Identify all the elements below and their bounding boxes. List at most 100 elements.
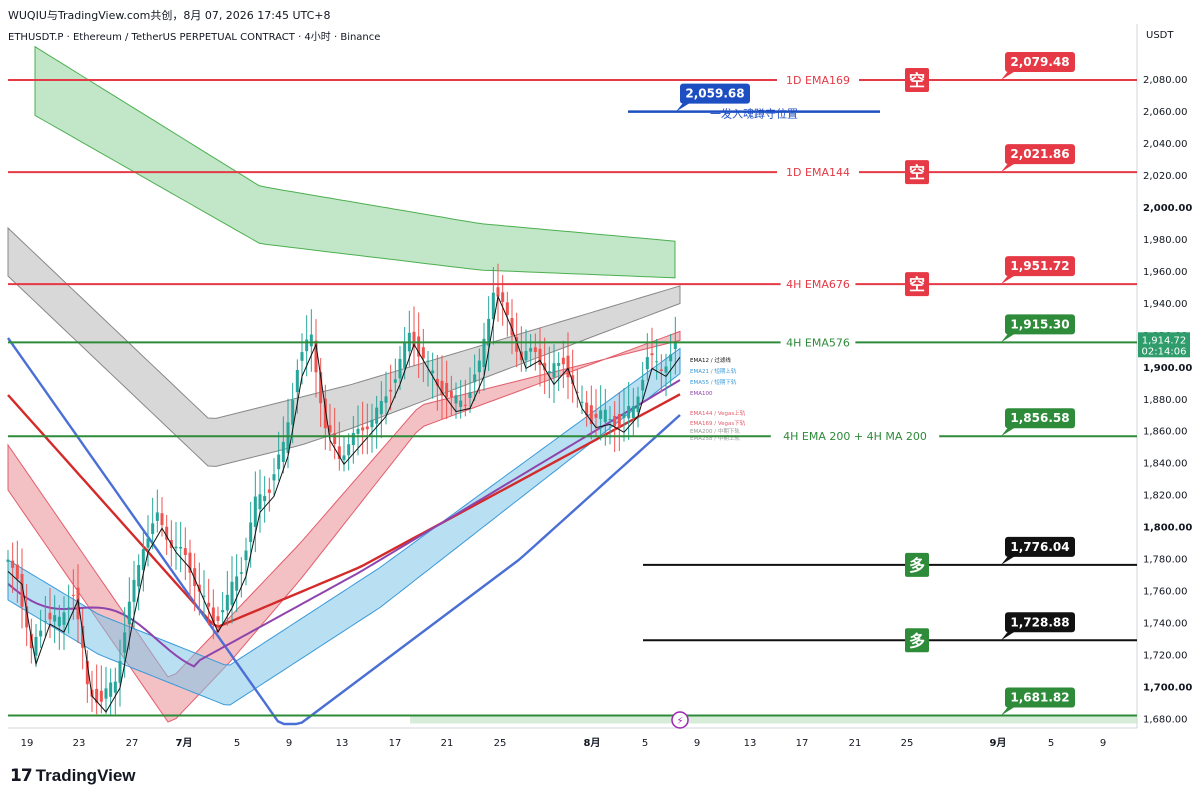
y-tick-label: 1,740.00 <box>1143 619 1188 630</box>
ema576-676-band <box>34 45 676 279</box>
y-tick-label: 1,960.00 <box>1143 267 1188 278</box>
candle-body <box>146 538 150 548</box>
level-label: 1D EMA169 <box>786 74 850 87</box>
price-callout-pointer <box>1001 705 1017 716</box>
candle-body <box>20 573 24 607</box>
direction-tag-text: 多 <box>909 556 925 575</box>
candle-body <box>207 602 211 607</box>
tv-mark-icon: 𝟭𝟳 <box>10 766 33 785</box>
x-tick-label: 9 <box>286 738 292 749</box>
x-tick-label: 25 <box>901 738 914 749</box>
candle-body <box>104 688 108 699</box>
x-tick-label: 13 <box>336 738 349 749</box>
candle-body <box>538 348 542 366</box>
candle-body <box>151 523 155 534</box>
y-tick-label: 2,080.00 <box>1143 75 1188 86</box>
candle-body <box>482 338 486 368</box>
candle-body <box>71 594 75 596</box>
candle-body <box>403 341 407 368</box>
candle-body <box>25 606 29 628</box>
direction-tag-text: 空 <box>909 275 925 294</box>
x-tick-label: 21 <box>849 738 862 749</box>
candle-body <box>230 581 234 605</box>
candle-body <box>165 526 169 540</box>
publisher-line: WUQIU与TradingView.com共创，8月 07, 2026 17:4… <box>8 9 331 22</box>
tradingview-logo[interactable]: 𝟭𝟳 TradingView <box>10 766 136 786</box>
x-tick-label: 5 <box>1048 738 1054 749</box>
price-callout-text: 1,951.72 <box>1010 259 1069 273</box>
candle-body <box>454 395 458 404</box>
candle-body <box>160 513 164 526</box>
candle-body <box>426 360 430 362</box>
symbol-line: ETHUSDT.P · Ethereum / TetherUS PERPETUA… <box>8 32 381 43</box>
candle-body <box>384 396 388 403</box>
candle-body <box>249 522 253 543</box>
lightning-icon <box>671 711 689 729</box>
candle-body <box>15 564 19 580</box>
current-price-text: 1,914.72 <box>1142 335 1187 346</box>
candle-body <box>174 546 178 549</box>
y-tick-label: 1,940.00 <box>1143 299 1188 310</box>
candle-body <box>393 379 397 383</box>
ema200-258-band <box>7 226 681 467</box>
candle-body <box>571 375 575 384</box>
price-callout <box>1005 687 1075 708</box>
level-label: 一发入魂蹲守位置 <box>710 107 798 121</box>
level-label: 1D EMA144 <box>786 166 850 179</box>
level-label: 4H EMA576 <box>786 336 850 349</box>
candle-body <box>501 292 505 302</box>
price-callout-pointer <box>1001 426 1017 437</box>
candle-body <box>347 444 351 456</box>
price-callout-text: 1,681.82 <box>1010 691 1069 705</box>
candle-body <box>314 340 318 373</box>
candle-body <box>547 371 551 374</box>
candle-body <box>575 391 579 393</box>
candle-body <box>613 415 617 427</box>
candle-body <box>496 287 500 297</box>
y-tick-label: 1,880.00 <box>1143 395 1188 406</box>
candle-body <box>183 548 187 555</box>
x-tick-label: 17 <box>796 738 809 749</box>
indicator-legend-item: EMA200 / 中期下轨 <box>690 427 740 435</box>
candle-body <box>253 496 257 527</box>
candle-body <box>505 302 509 315</box>
y-tick-label: 2,060.00 <box>1143 107 1188 118</box>
level-label-bg <box>777 165 859 180</box>
level-label-bg <box>780 277 856 292</box>
candle-body <box>580 401 584 403</box>
candle-body <box>524 350 528 361</box>
candle-body <box>669 354 673 362</box>
candle-body <box>617 414 621 426</box>
ema100-line <box>7 379 681 668</box>
candle-body <box>39 630 43 637</box>
price-callout <box>680 83 750 104</box>
candle-body <box>118 661 122 683</box>
price-callout-pointer <box>1001 630 1017 641</box>
x-tick-label: 27 <box>126 738 139 749</box>
candle-body <box>468 392 472 398</box>
candle-body <box>417 336 421 357</box>
lightning-glyph: ⚡ <box>676 716 683 727</box>
price-callout-text: 1,915.30 <box>1010 317 1069 331</box>
indicator-legend-item: EMA169 / Vegas下轨 <box>690 419 746 427</box>
candle-body <box>281 441 285 462</box>
direction-tag-text: 空 <box>909 71 925 90</box>
y-tick-label: 2,040.00 <box>1143 139 1188 150</box>
candle-body <box>197 584 201 592</box>
candle-body <box>85 660 89 685</box>
candle-body <box>645 357 649 370</box>
candle-body <box>6 559 10 562</box>
candle-body <box>589 405 593 425</box>
candle-body <box>99 690 103 702</box>
candle-body <box>319 372 323 404</box>
candle-body <box>235 576 239 591</box>
candle-body <box>333 433 337 444</box>
candle-body <box>473 374 477 383</box>
x-tick-label: 9月 <box>990 737 1007 749</box>
price-callout-text: 1,776.04 <box>1010 540 1069 554</box>
candle-body <box>267 489 271 493</box>
direction-tag <box>905 67 929 92</box>
price-callout <box>1005 314 1075 335</box>
candle-body <box>300 352 304 361</box>
